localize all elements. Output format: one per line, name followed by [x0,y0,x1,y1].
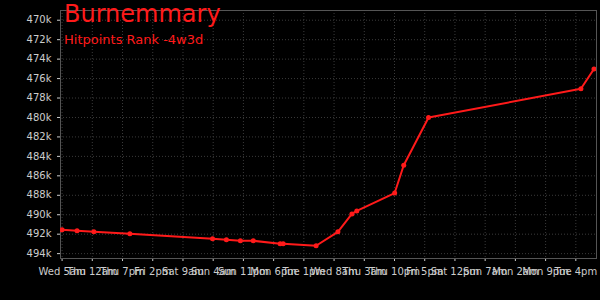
svg-text:Mon 6pm: Mon 6pm [250,265,297,277]
svg-text:Sun 7am: Sun 7am [462,265,508,277]
svg-text:Thu 12am: Thu 12am [67,265,118,277]
svg-text:Fri 5pm: Fri 5pm [406,265,444,277]
svg-text:470k: 470k [27,14,52,25]
svg-text:Sun 4am: Sun 4am [191,265,236,277]
svg-text:Thu 10pm: Thu 10pm [369,265,420,277]
svg-text:Thu 3am: Thu 3am [342,265,387,277]
svg-text:494k: 494k [27,248,52,259]
html-text:Burnemmary: Burnemmary [64,0,221,28]
svg-text:480k: 480k [27,112,52,123]
svg-text:484k: 484k [27,151,52,162]
svg-text:Tue 4pm: Tue 4pm [553,266,597,277]
svg-text:486k: 486k [27,170,52,181]
svg-text:Thu 7pm: Thu 7pm [100,265,145,277]
svg-text:Mon 9pm: Mon 9pm [522,265,569,277]
svg-text:Mon 2am: Mon 2am [492,265,539,277]
svg-text:472k: 472k [27,34,52,45]
svg-text:492k: 492k [27,228,52,239]
svg-text:474k: 474k [27,53,52,64]
svg-text:Sat 9am: Sat 9am [162,265,204,277]
svg-text:Fri 2pm: Fri 2pm [134,265,172,277]
svg-text:476k: 476k [27,73,52,84]
svg-text:Wed 8am: Wed 8am [310,265,358,277]
svg-text:Tue 1pm: Tue 1pm [282,265,326,277]
svg-text:490k: 490k [27,209,52,220]
svg-text:Sat 12pm: Sat 12pm [430,265,480,277]
svg-text:Wed 5am: Wed 5am [38,265,86,277]
svg-text:Sun 11pm: Sun 11pm [217,265,269,277]
svg-text:482k: 482k [27,131,52,142]
svg-text:488k: 488k [27,189,52,200]
html-text:Hitpoints Rank -4w3d: Hitpoints Rank -4w3d [64,32,204,47]
svg-text:478k: 478k [27,92,52,103]
